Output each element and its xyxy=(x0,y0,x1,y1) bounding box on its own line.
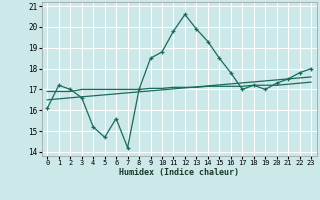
X-axis label: Humidex (Indice chaleur): Humidex (Indice chaleur) xyxy=(119,168,239,177)
